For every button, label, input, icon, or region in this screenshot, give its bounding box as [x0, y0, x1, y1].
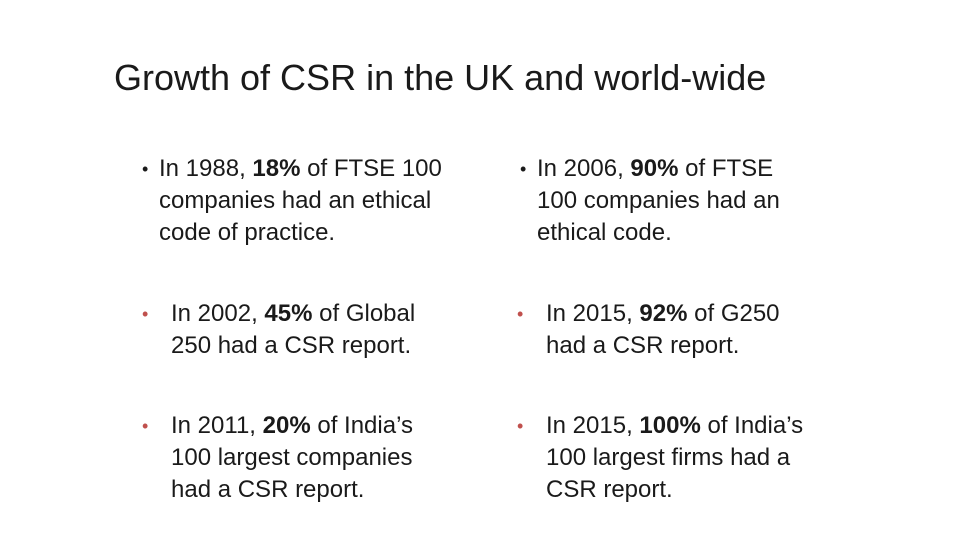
bullet-dot: • — [142, 159, 149, 179]
bullet-dot: • — [142, 416, 149, 436]
bullet-text: In 2006, 90% of FTSE 100 companies had a… — [537, 155, 780, 246]
bullet-2002-global250: • In 2002, 45% of Global 250 had a CSR r… — [142, 298, 415, 362]
bullet-dot: • — [142, 304, 149, 324]
bullet-2015-india: • In 2015, 100% of India’s 100 largest f… — [517, 410, 803, 506]
bullet-2006-ftse: • In 2006, 90% of FTSE 100 companies had… — [520, 153, 780, 249]
bullet-text: In 2002, 45% of Global 250 had a CSR rep… — [171, 300, 416, 359]
bullet-text: In 2011, 20% of India’s 100 largest comp… — [171, 412, 413, 503]
bullet-text: In 1988, 18% of FTSE 100 companies had a… — [159, 155, 442, 246]
bullet-dot: • — [517, 304, 524, 324]
slide-title: Growth of CSR in the UK and world-wide — [114, 57, 767, 98]
bullet-2011-india: • In 2011, 20% of India’s 100 largest co… — [142, 410, 413, 506]
bullet-dot: • — [520, 159, 527, 179]
bullet-text: In 2015, 92% of G250 had a CSR report. — [546, 300, 780, 359]
bullet-2015-g250: • In 2015, 92% of G250 had a CSR report. — [517, 298, 780, 362]
bullet-1988-ftse: • In 1988, 18% of FTSE 100 companies had… — [142, 153, 442, 249]
bullet-dot: • — [517, 416, 524, 436]
bullet-text: In 2015, 100% of India’s 100 largest fir… — [546, 412, 804, 503]
